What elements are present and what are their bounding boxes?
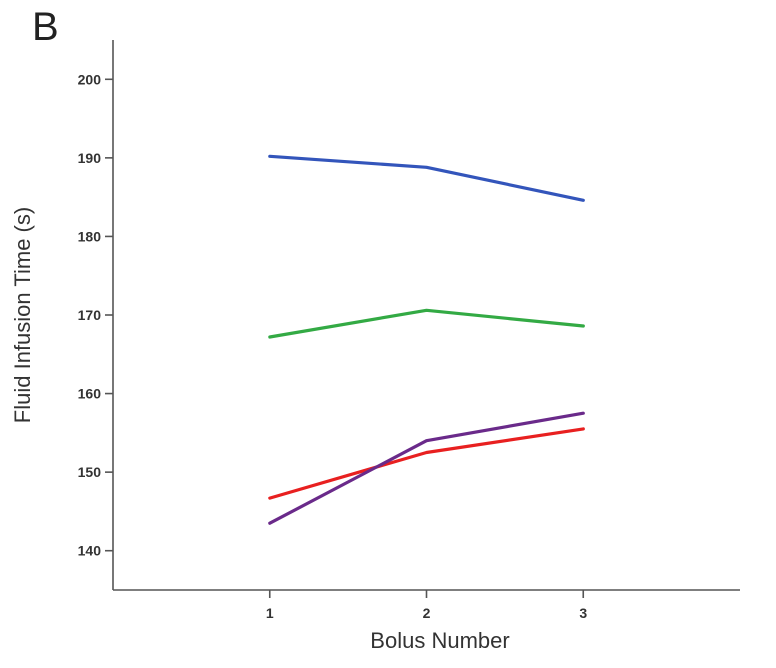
y-tick-label: 170 xyxy=(78,307,102,323)
axes xyxy=(112,40,740,591)
y-tick-label: 150 xyxy=(78,464,102,480)
y-tick-label: 180 xyxy=(78,228,102,244)
y-tick-label: 190 xyxy=(78,150,102,166)
x-ticks: 1 2 3 xyxy=(266,590,587,621)
y-tick-label: 140 xyxy=(78,543,102,559)
series-line-3 xyxy=(268,427,585,500)
y-axis-title: Fluid Infusion Time (s) xyxy=(10,207,35,423)
series-group xyxy=(268,154,585,525)
y-tick-label: 200 xyxy=(78,71,102,87)
x-tick-label: 1 xyxy=(266,605,274,621)
x-tick-label: 3 xyxy=(579,605,587,621)
series-line-1 xyxy=(268,154,585,202)
x-tick-label: 2 xyxy=(423,605,431,621)
y-tick-label: 160 xyxy=(78,386,102,402)
y-ticks: 140 150 160 170 180 190 200 xyxy=(78,71,113,559)
series-line-2 xyxy=(268,308,585,339)
series-line-4 xyxy=(268,411,585,525)
x-axis-title: Bolus Number xyxy=(370,628,509,653)
panel-label: B xyxy=(32,5,59,49)
